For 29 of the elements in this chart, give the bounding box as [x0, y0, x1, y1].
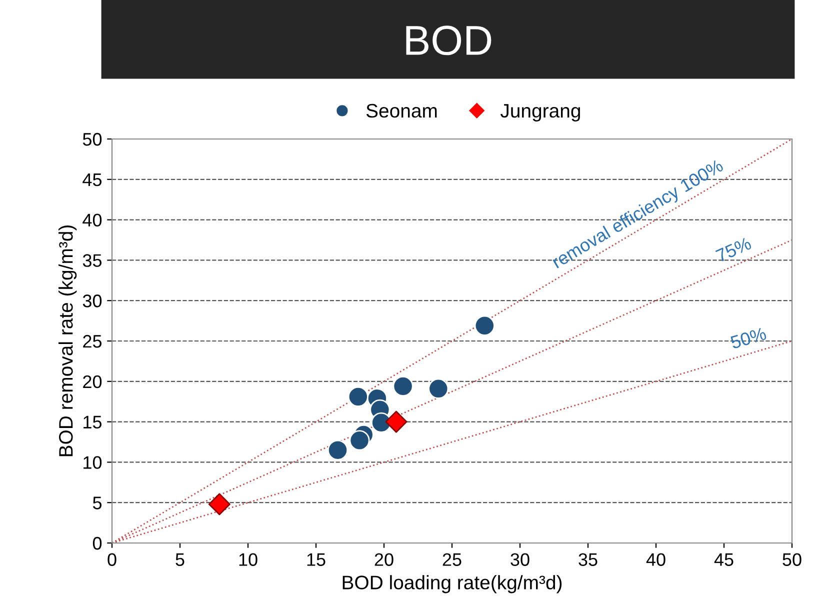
- x-tick-label: 15: [307, 553, 326, 566]
- y-tick-label: 30: [82, 294, 102, 308]
- y-tick-label: 15: [84, 416, 102, 429]
- y-tick-label: 35: [82, 254, 102, 267]
- legend-label: Seonam: [366, 104, 437, 118]
- x-tick-label: 25: [442, 553, 462, 566]
- annotation: 50%: [730, 326, 767, 350]
- y-tick-label: 20: [83, 375, 102, 388]
- annotation: 75%: [715, 236, 752, 262]
- y-tick-label: 45: [82, 174, 102, 186]
- x-tick-label: 35: [578, 553, 598, 566]
- x-tick-label: 50: [782, 553, 802, 566]
- x-tick-label: 45: [714, 553, 734, 566]
- x-tick-label: 5: [176, 553, 184, 566]
- x-tick-label: 0: [108, 553, 116, 566]
- legend-label: Jungrang: [500, 104, 580, 122]
- x-tick-label: 30: [510, 553, 530, 566]
- x-axis-title: BOD loading rate(kg/m³d): [342, 575, 562, 594]
- x-tick-label: 10: [239, 553, 258, 566]
- y-tick-label: 0: [92, 536, 102, 550]
- x-tick-label: 40: [646, 553, 666, 566]
- y-axis-title: BOD removal rate (kg/m³d): [58, 226, 77, 456]
- y-tick-label: 25: [83, 334, 102, 348]
- y-tick-label: 5: [92, 496, 102, 510]
- chart-title: BOD: [406, 26, 492, 56]
- y-tick-label: 40: [82, 214, 102, 227]
- y-tick-label: 50: [82, 132, 102, 146]
- y-tick-label: 10: [84, 456, 102, 469]
- x-tick-label: 20: [374, 553, 394, 566]
